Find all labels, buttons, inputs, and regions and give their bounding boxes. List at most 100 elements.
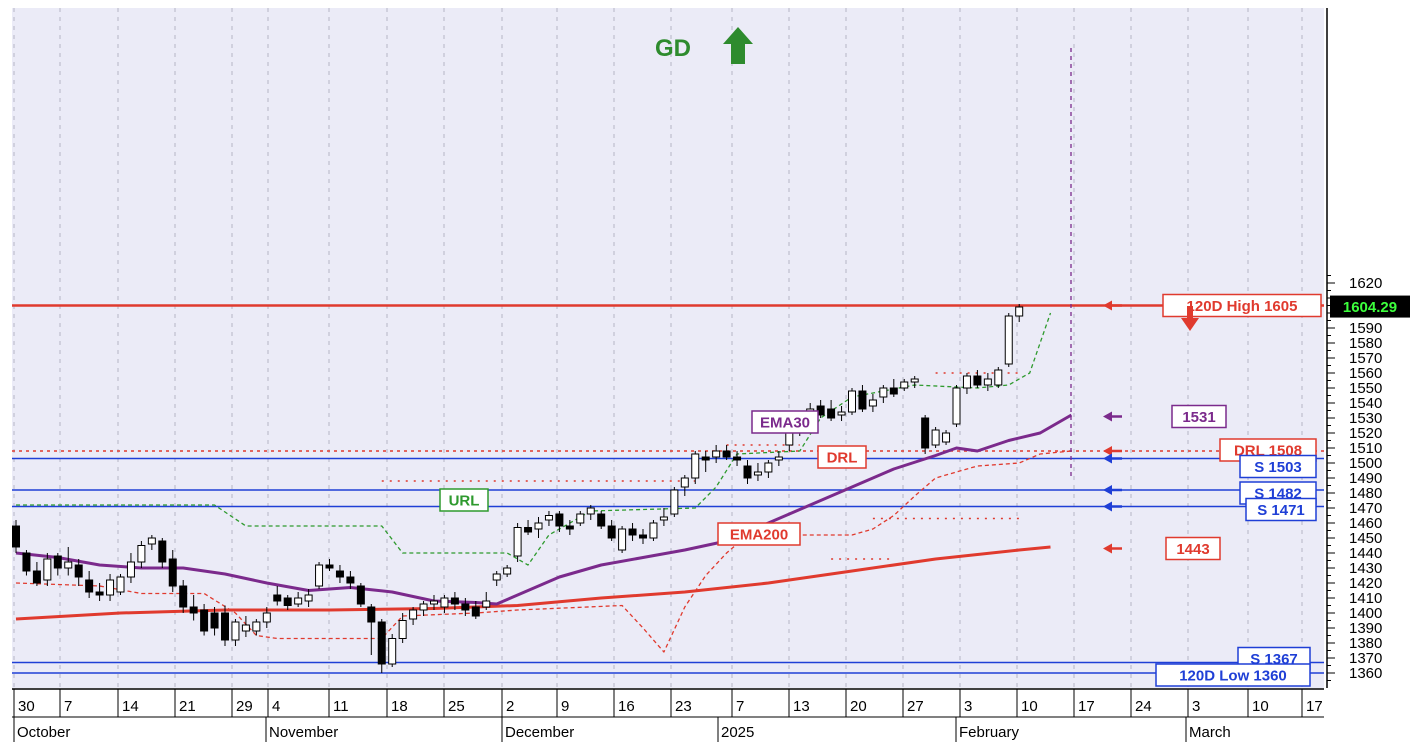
candle-body-63 (670, 489, 679, 515)
candle-body-17 (189, 606, 198, 614)
candle-0 (12, 520, 20, 553)
candle-body-94 (994, 369, 1003, 386)
x-tick-label-9: 2 (506, 698, 514, 715)
y-tick-label-5: 1410 (1349, 590, 1382, 607)
x-tick-label-7: 18 (391, 698, 408, 715)
candle-body-59 (628, 528, 637, 536)
x-tick-label-2: 14 (122, 698, 139, 715)
y-tick-label-3: 1390 (1349, 620, 1382, 637)
candle-body-14 (158, 540, 167, 563)
y-tick-label-18: 1540 (1349, 395, 1382, 412)
candle-body-10 (116, 576, 125, 593)
candle-79 (837, 406, 846, 421)
candle-body-55 (586, 507, 595, 515)
up-arrow-icon (723, 27, 753, 64)
candle-body-39 (419, 603, 428, 611)
tag-1531-text: 1531 (1182, 409, 1215, 426)
x-tick-label-13: 7 (736, 698, 744, 715)
candle-23 (252, 619, 261, 636)
tag-1443-text: 1443 (1176, 541, 1209, 558)
label-ema200-text: EMA200 (730, 527, 788, 544)
y-tick-label-13: 1490 (1349, 470, 1382, 487)
label-url-box (439, 488, 489, 512)
candle-body-19 (210, 612, 219, 629)
candle-12 (137, 541, 146, 568)
y-tick-label-15: 1510 (1349, 440, 1382, 457)
candle-body-40 (430, 600, 438, 605)
candle-13 (147, 535, 156, 550)
candle-body-64 (680, 477, 689, 488)
tag-1443: 1443 (1165, 536, 1221, 561)
candle-83 (879, 385, 888, 403)
y-tick-label-1: 1370 (1349, 650, 1382, 667)
label-drl-series-box (817, 445, 867, 469)
y-tick-label-6: 1420 (1349, 575, 1382, 592)
candle-32 (346, 571, 355, 589)
label-120d-high-box (1162, 293, 1322, 318)
candle-body-78 (827, 408, 836, 419)
candle-49 (524, 520, 533, 535)
y-tick-label-10: 1460 (1349, 515, 1382, 532)
tag-1443-box (1165, 536, 1221, 561)
candle-82 (868, 394, 877, 412)
y-tick-label-9: 1450 (1349, 530, 1382, 547)
candle-71 (753, 463, 762, 481)
candle-body-69 (733, 456, 742, 461)
label-s1471-text: S 1471 (1257, 502, 1305, 519)
arrow-s1503-head (1103, 453, 1112, 464)
candle-89 (942, 430, 951, 445)
y-tick-label-20: 1560 (1349, 365, 1382, 382)
down-arrow-icon (1181, 306, 1199, 331)
candle-3 (43, 553, 52, 586)
candle-86 (910, 376, 919, 388)
candle-78 (827, 400, 836, 421)
y-axis: 1360137013801390140014101420143014401450… (1326, 8, 1410, 688)
arrow-s1471 (1103, 501, 1122, 512)
y-tick-label-2: 1380 (1349, 635, 1382, 652)
candle-91 (962, 373, 971, 394)
x-tick-label-10: 9 (561, 698, 569, 715)
candle-body-36 (388, 638, 397, 665)
candle-5 (64, 547, 73, 576)
candle-body-74 (785, 432, 794, 446)
x-tick-label-22: 10 (1252, 698, 1269, 715)
candle-body-54 (576, 513, 585, 524)
candle-10 (116, 574, 125, 595)
candle-body-90 (952, 387, 961, 425)
candle-body-32 (346, 576, 355, 584)
plot-area (12, 8, 1324, 688)
label-url-text: URL (449, 493, 480, 510)
candle-body-44 (471, 606, 480, 617)
x-tick-label-3: 21 (179, 698, 196, 715)
candle-body-45 (482, 600, 491, 608)
label-120d-low: 120D Low 1360 (1155, 663, 1311, 687)
candle-body-29 (315, 564, 324, 587)
candle-42 (450, 592, 459, 610)
candle-61 (649, 520, 658, 541)
x-tick-label-19: 17 (1078, 698, 1095, 715)
candle-31 (335, 565, 344, 583)
candle-body-0 (12, 525, 20, 548)
candle-body-61 (649, 522, 658, 539)
label-s1503-text: S 1503 (1254, 459, 1302, 476)
candle-84 (889, 379, 898, 397)
label-url: URL (439, 488, 489, 512)
candle-39 (419, 601, 428, 616)
candle-body-68 (722, 450, 731, 458)
candle-body-91 (962, 375, 971, 389)
candle-body-79 (837, 411, 846, 416)
candle-29 (315, 562, 324, 589)
candle-28 (304, 589, 313, 607)
candle-body-23 (252, 621, 261, 632)
gd-signal: GD (655, 27, 753, 64)
x-month-label-3: 2025 (721, 724, 754, 741)
candle-body-22 (241, 624, 250, 632)
candle-body-95 (1004, 315, 1013, 365)
label-120d-high-text: 120D High 1605 (1187, 298, 1298, 315)
candle-67 (712, 445, 721, 463)
candle-43 (461, 598, 470, 616)
candle-20 (221, 605, 229, 646)
candle-body-65 (691, 453, 700, 479)
label-ema200: EMA200 (717, 522, 801, 546)
